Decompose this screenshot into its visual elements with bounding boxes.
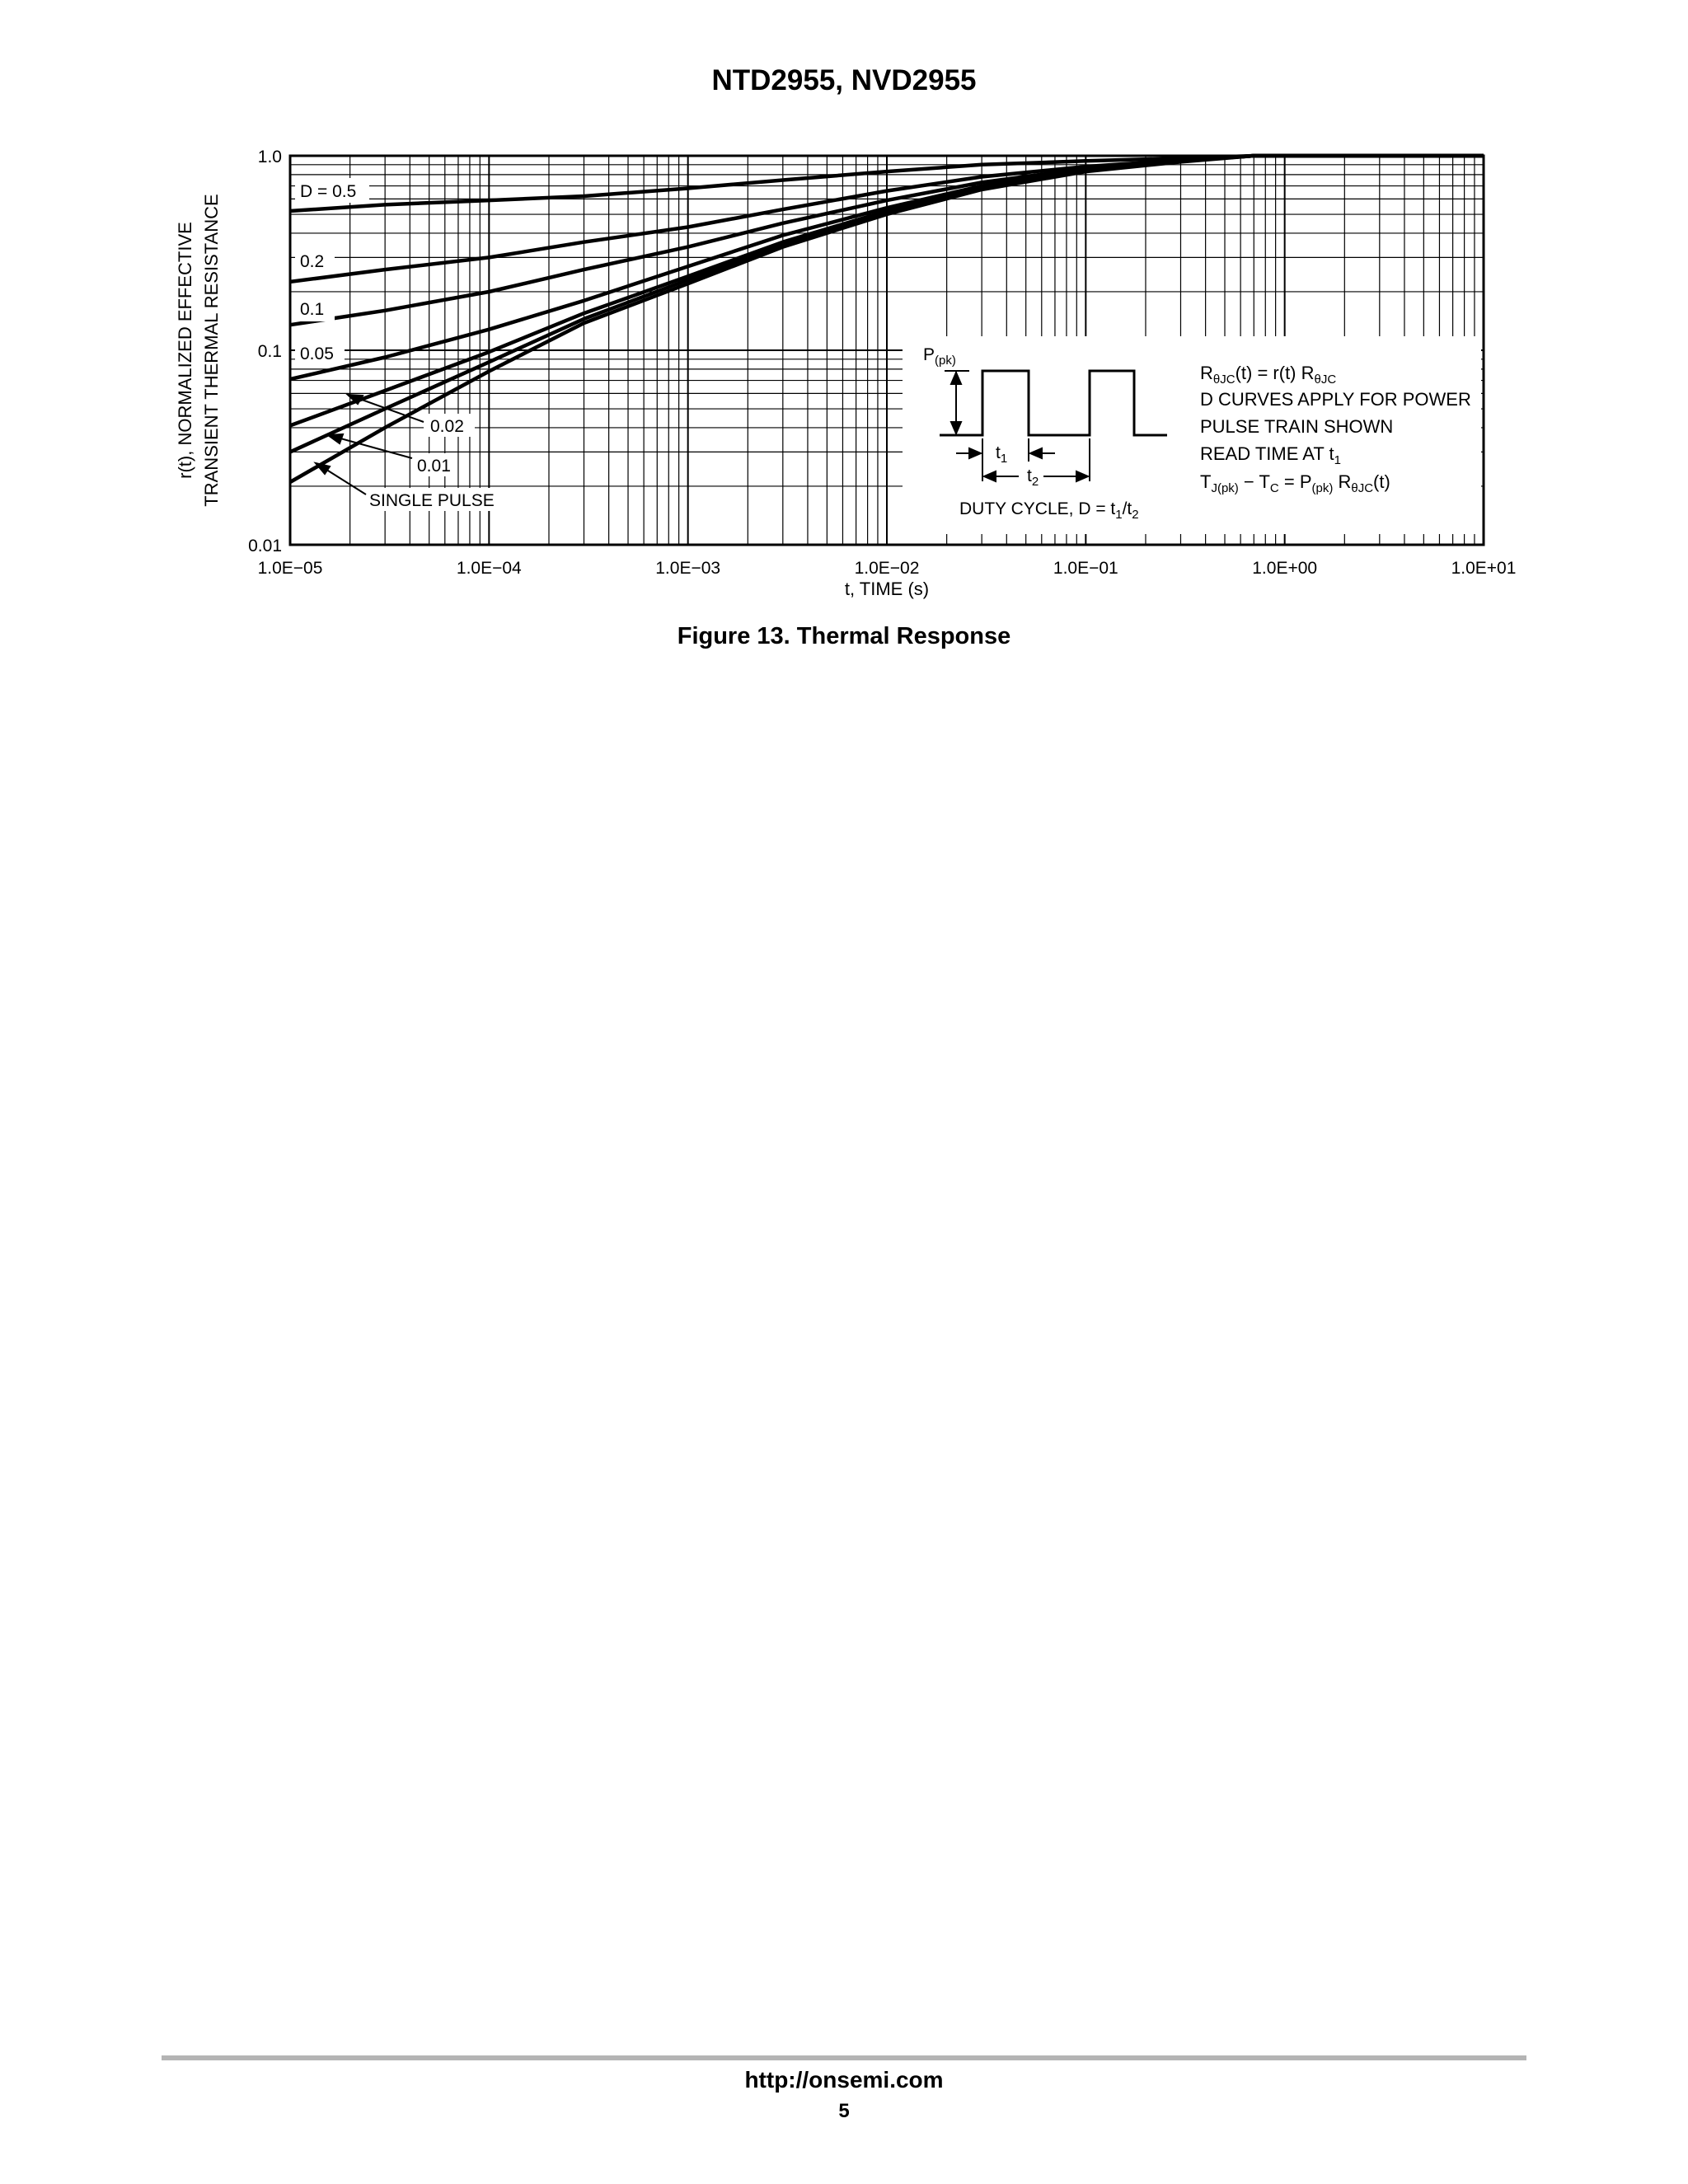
note-line-3: PULSE TRAIN SHOWN <box>1200 416 1393 437</box>
x-tick-label: 1.0E−02 <box>855 559 920 578</box>
series-line-6 <box>288 153 1484 484</box>
pulse-dimension-lines <box>945 370 1090 483</box>
t2-label: t2 <box>1027 466 1039 489</box>
y-axis-label-line-1: r(t), NORMALIZED EFFECTIVE <box>175 222 195 479</box>
y-tick-label: 1.0 <box>258 148 282 166</box>
axis-tick-labels: 1.0E−05 1.0E−04 1.0E−03 1.0E−02 1.0E−01 1.0E+… <box>248 148 1516 578</box>
x-tick-label: 1.0E−03 <box>655 559 720 578</box>
note-line-4: READ TIME AT t1 <box>1200 443 1341 467</box>
x-tick-label: 1.0E−05 <box>258 559 323 578</box>
x-axis-label: t, TIME (s) <box>845 579 929 599</box>
chart-curves <box>288 153 1484 484</box>
document-title: NTD2955, NVD2955 <box>711 64 977 96</box>
x-tick-label: 1.0E+00 <box>1252 559 1317 578</box>
page-number: 5 <box>838 2100 850 2122</box>
curve-labels: D = 0.5 0.2 0.1 0.05 0.02 0.01 SINGLE PU… <box>295 178 499 511</box>
p-pk-label: P(pk) <box>923 345 956 368</box>
t1-label: t1 <box>996 443 1007 466</box>
figure-caption: Figure 13. Thermal Response <box>677 623 1011 649</box>
label-d001: 0.01 <box>417 457 451 476</box>
pulse-labels: P(pk) t1 t2 DUTY CYCLE, D = t1/t2 <box>923 345 1139 522</box>
y-axis-label: r(t), NORMALIZED EFFECTIVE TRANSIENT THE… <box>175 194 222 506</box>
leader-arrows <box>313 393 424 495</box>
note-line-2: D CURVES APPLY FOR POWER <box>1200 389 1471 410</box>
footer-url[interactable]: http://onsemi.com <box>744 2067 944 2093</box>
y-axis-label-line-2: TRANSIENT THERMAL RESISTANCE <box>201 194 222 506</box>
label-d05: D = 0.5 <box>300 182 356 201</box>
footer-rule <box>162 2055 1526 2060</box>
inset-panel <box>903 336 1481 534</box>
label-single-pulse: SINGLE PULSE <box>369 491 495 510</box>
note-line-1: RθJC(t) = r(t) RθJC <box>1200 363 1336 387</box>
label-d01: 0.1 <box>300 300 324 319</box>
label-d005: 0.05 <box>300 344 334 363</box>
x-tick-label: 1.0E−01 <box>1053 559 1118 578</box>
duty-cycle-label: DUTY CYCLE, D = t1/t2 <box>959 499 1139 522</box>
x-tick-label: 1.0E+01 <box>1451 559 1517 578</box>
note-line-5: TJ(pk) − TC = P(pk) RθJC(t) <box>1200 471 1390 495</box>
thermal-response-chart: D = 0.5 0.2 0.1 0.05 0.02 0.01 SINGLE PU… <box>175 148 1516 599</box>
y-tick-label: 0.1 <box>258 342 282 361</box>
plot-frame <box>288 154 1485 546</box>
pulse-waveform <box>940 369 1167 437</box>
chart-notes: RθJC(t) = r(t) RθJC D CURVES APPLY FOR P… <box>1200 363 1471 495</box>
label-d002: 0.02 <box>430 417 464 436</box>
y-tick-label: 0.01 <box>248 537 282 555</box>
x-tick-label: 1.0E−04 <box>457 559 522 578</box>
label-d02: 0.2 <box>300 252 324 271</box>
